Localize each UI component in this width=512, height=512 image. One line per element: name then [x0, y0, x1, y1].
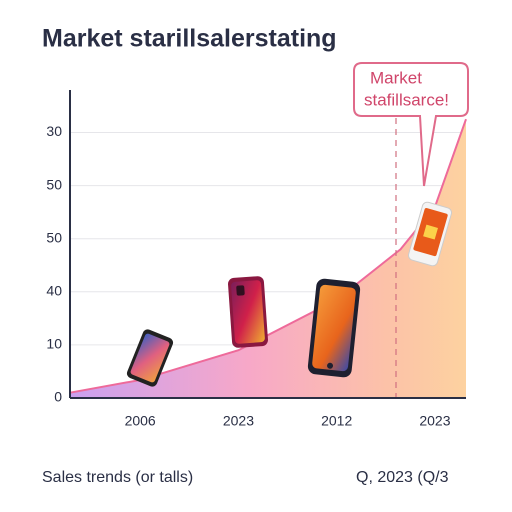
phone-icon — [228, 276, 268, 348]
phone-icon — [407, 201, 453, 267]
x-tick-label: 2023 — [223, 413, 254, 429]
x-tick-label: 2023 — [419, 413, 450, 429]
phone-icon — [126, 329, 174, 387]
x-tick-label: 2006 — [125, 413, 156, 429]
area — [70, 119, 466, 398]
y-tick-label: 40 — [46, 282, 62, 298]
chart-title: Market starillsalerstating — [42, 25, 337, 53]
y-tick-label: 0 — [54, 389, 62, 405]
x-tick-label: 2012 — [321, 413, 352, 429]
callout-text: stafillsarce! — [364, 90, 449, 109]
y-tick-label: 30 — [46, 123, 62, 139]
callout — [353, 62, 469, 187]
phone-icon — [307, 278, 361, 378]
callout-text: Market — [370, 68, 422, 87]
plot-area: 0 10 40 50 50 30 2006 2023 2012 2023 — [46, 118, 467, 429]
date-caption: Q, 2023 (Q/3 — [356, 469, 449, 486]
y-tick-label: 50 — [46, 176, 62, 192]
y-tick-label: 10 — [46, 336, 62, 352]
y-tick-label: 50 — [46, 229, 62, 245]
x-caption: Sales trends (or talls) — [42, 469, 193, 486]
